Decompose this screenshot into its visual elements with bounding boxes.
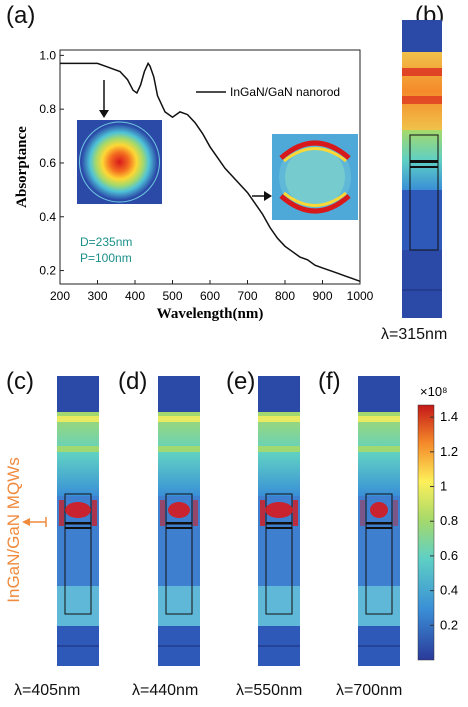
x-tick-label: 400 [125, 289, 145, 303]
field-map-d [158, 376, 200, 666]
x-tick-label: 700 [237, 289, 257, 303]
panel-label-c: (c) [6, 368, 34, 395]
annotation-d: D=235nm [80, 235, 132, 249]
mqw-indicator [22, 517, 47, 527]
colorbar-tick-label: 0.8 [440, 513, 458, 528]
field-map-c [57, 376, 99, 666]
field-inset-circular [77, 80, 162, 204]
x-tick-label: 500 [162, 289, 182, 303]
absorptance-chart: 200 300 400 500 600 700 800 900 1000 0.2 0.4 0.6 0.… [14, 48, 374, 322]
y-tick-label: 1.0 [39, 48, 56, 62]
x-tick-label: 200 [50, 289, 70, 303]
panel-label-a: (a) [6, 2, 36, 29]
colorbar-tick-label: 0.2 [440, 617, 458, 632]
panel-label-e: (e) [226, 368, 256, 395]
lambda-label-b: λ=315nm [381, 326, 448, 343]
lambda-label-d: λ=440nm [132, 682, 199, 699]
series-line-nanorod [60, 61, 361, 283]
lambda-label-f: λ=700nm [336, 682, 403, 699]
field-map-f [358, 376, 400, 666]
colorbar-tick-label: 1.4 [440, 409, 458, 424]
colorbar-tick-label: 0.6 [440, 548, 458, 563]
lambda-label-c: λ=405nm [14, 682, 81, 699]
field-inset-crescent [252, 134, 358, 220]
colorbar-exponent: ×10⁸ [420, 384, 448, 399]
x-axis-title: Wavelength(nm) [157, 306, 264, 322]
y-axis-title: Absorptance [14, 126, 30, 208]
colorbar-tick-label: 1 [440, 479, 447, 494]
colorbar-tick-label: 1.2 [440, 444, 458, 459]
legend-label: InGaN/GaN nanorod [230, 85, 340, 99]
field-map-e [258, 376, 300, 666]
panel-label-f: (f) [318, 368, 341, 395]
y-tick-label: 0.6 [39, 156, 56, 170]
x-tick-label: 300 [87, 289, 107, 303]
field-map-b [402, 20, 442, 318]
x-tick-label: 600 [200, 289, 220, 303]
x-tick-label: 1000 [347, 289, 374, 303]
y-tick-label: 0.8 [39, 102, 56, 116]
lambda-label-e: λ=550nm [236, 682, 303, 699]
panel-label-d: (d) [118, 368, 148, 395]
y-tick-label: 0.4 [39, 210, 56, 224]
annotation-p: P=100nm [80, 251, 132, 265]
x-tick-label: 900 [312, 289, 332, 303]
y-tick-label: 0.2 [39, 264, 56, 278]
colorbar: ×10⁸ 1.4 1.2 1 0.8 0.6 0.4 0.2 [417, 384, 458, 661]
colorbar-tick-label: 0.4 [440, 583, 458, 598]
x-tick-label: 800 [275, 289, 295, 303]
